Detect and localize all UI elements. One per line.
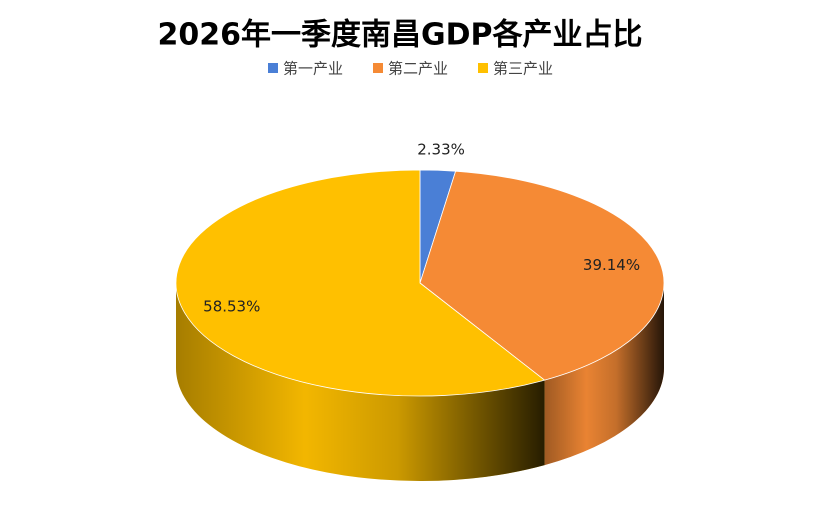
pie-slice bbox=[419, 170, 665, 381]
pie-side-shade bbox=[176, 283, 545, 481]
data-label: 39.14% bbox=[583, 256, 640, 274]
legend-label: 第三产业 bbox=[493, 60, 553, 78]
data-label: 58.53% bbox=[203, 297, 260, 315]
legend-label: 第二产业 bbox=[388, 60, 448, 78]
legend-swatch bbox=[478, 63, 488, 73]
legend-swatch bbox=[268, 63, 278, 73]
pie-slice bbox=[175, 169, 546, 397]
plot: 2.33% 39.14% 58.53% bbox=[175, 141, 665, 481]
pie-side-shade bbox=[544, 283, 664, 466]
data-label: 2.33% bbox=[417, 141, 465, 159]
legend: 第一产业 第二产业 第三产业 bbox=[268, 60, 553, 78]
chart-title: 2026年一季度南昌GDP各产业占比 bbox=[157, 18, 642, 53]
legend-swatch bbox=[373, 63, 383, 73]
legend-label: 第一产业 bbox=[283, 60, 343, 78]
